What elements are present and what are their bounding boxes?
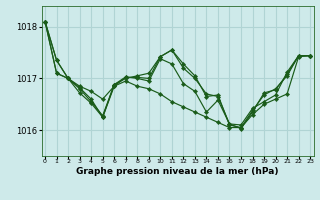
- X-axis label: Graphe pression niveau de la mer (hPa): Graphe pression niveau de la mer (hPa): [76, 167, 279, 176]
